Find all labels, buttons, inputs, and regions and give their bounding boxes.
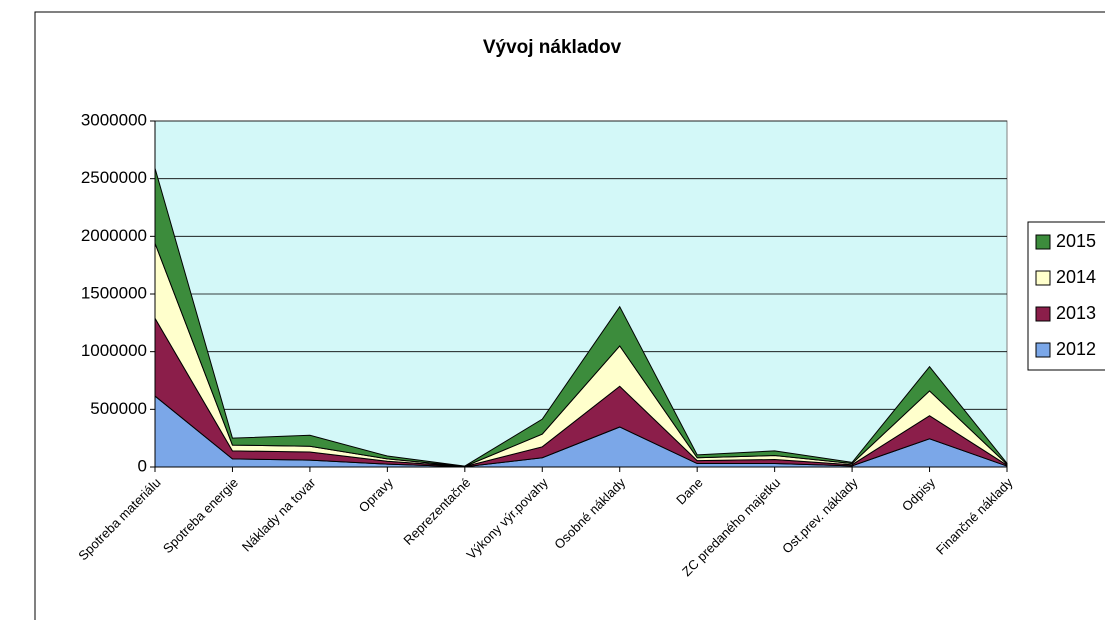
legend-swatch xyxy=(1035,234,1051,250)
legend-label: 2015 xyxy=(1056,231,1096,251)
legend-label: 2014 xyxy=(1056,267,1096,287)
y-tick-label: 2500000 xyxy=(81,168,147,187)
legend-label: 2012 xyxy=(1056,339,1096,359)
y-tick-label: 3000000 xyxy=(81,110,147,129)
area xyxy=(154,168,1008,467)
legend-swatch xyxy=(1035,270,1051,286)
legend-swatch xyxy=(1035,306,1051,322)
y-tick-label: 0 xyxy=(138,456,147,475)
legend-label: 2013 xyxy=(1056,303,1096,323)
y-tick-label: 1000000 xyxy=(81,341,147,360)
legend-swatch xyxy=(1035,342,1051,358)
chart-title: Vývoj nákladov xyxy=(483,37,622,58)
y-tick-label: 2000000 xyxy=(81,226,147,245)
y-tick-label: 500000 xyxy=(90,399,147,418)
y-tick-label: 1500000 xyxy=(81,283,147,302)
